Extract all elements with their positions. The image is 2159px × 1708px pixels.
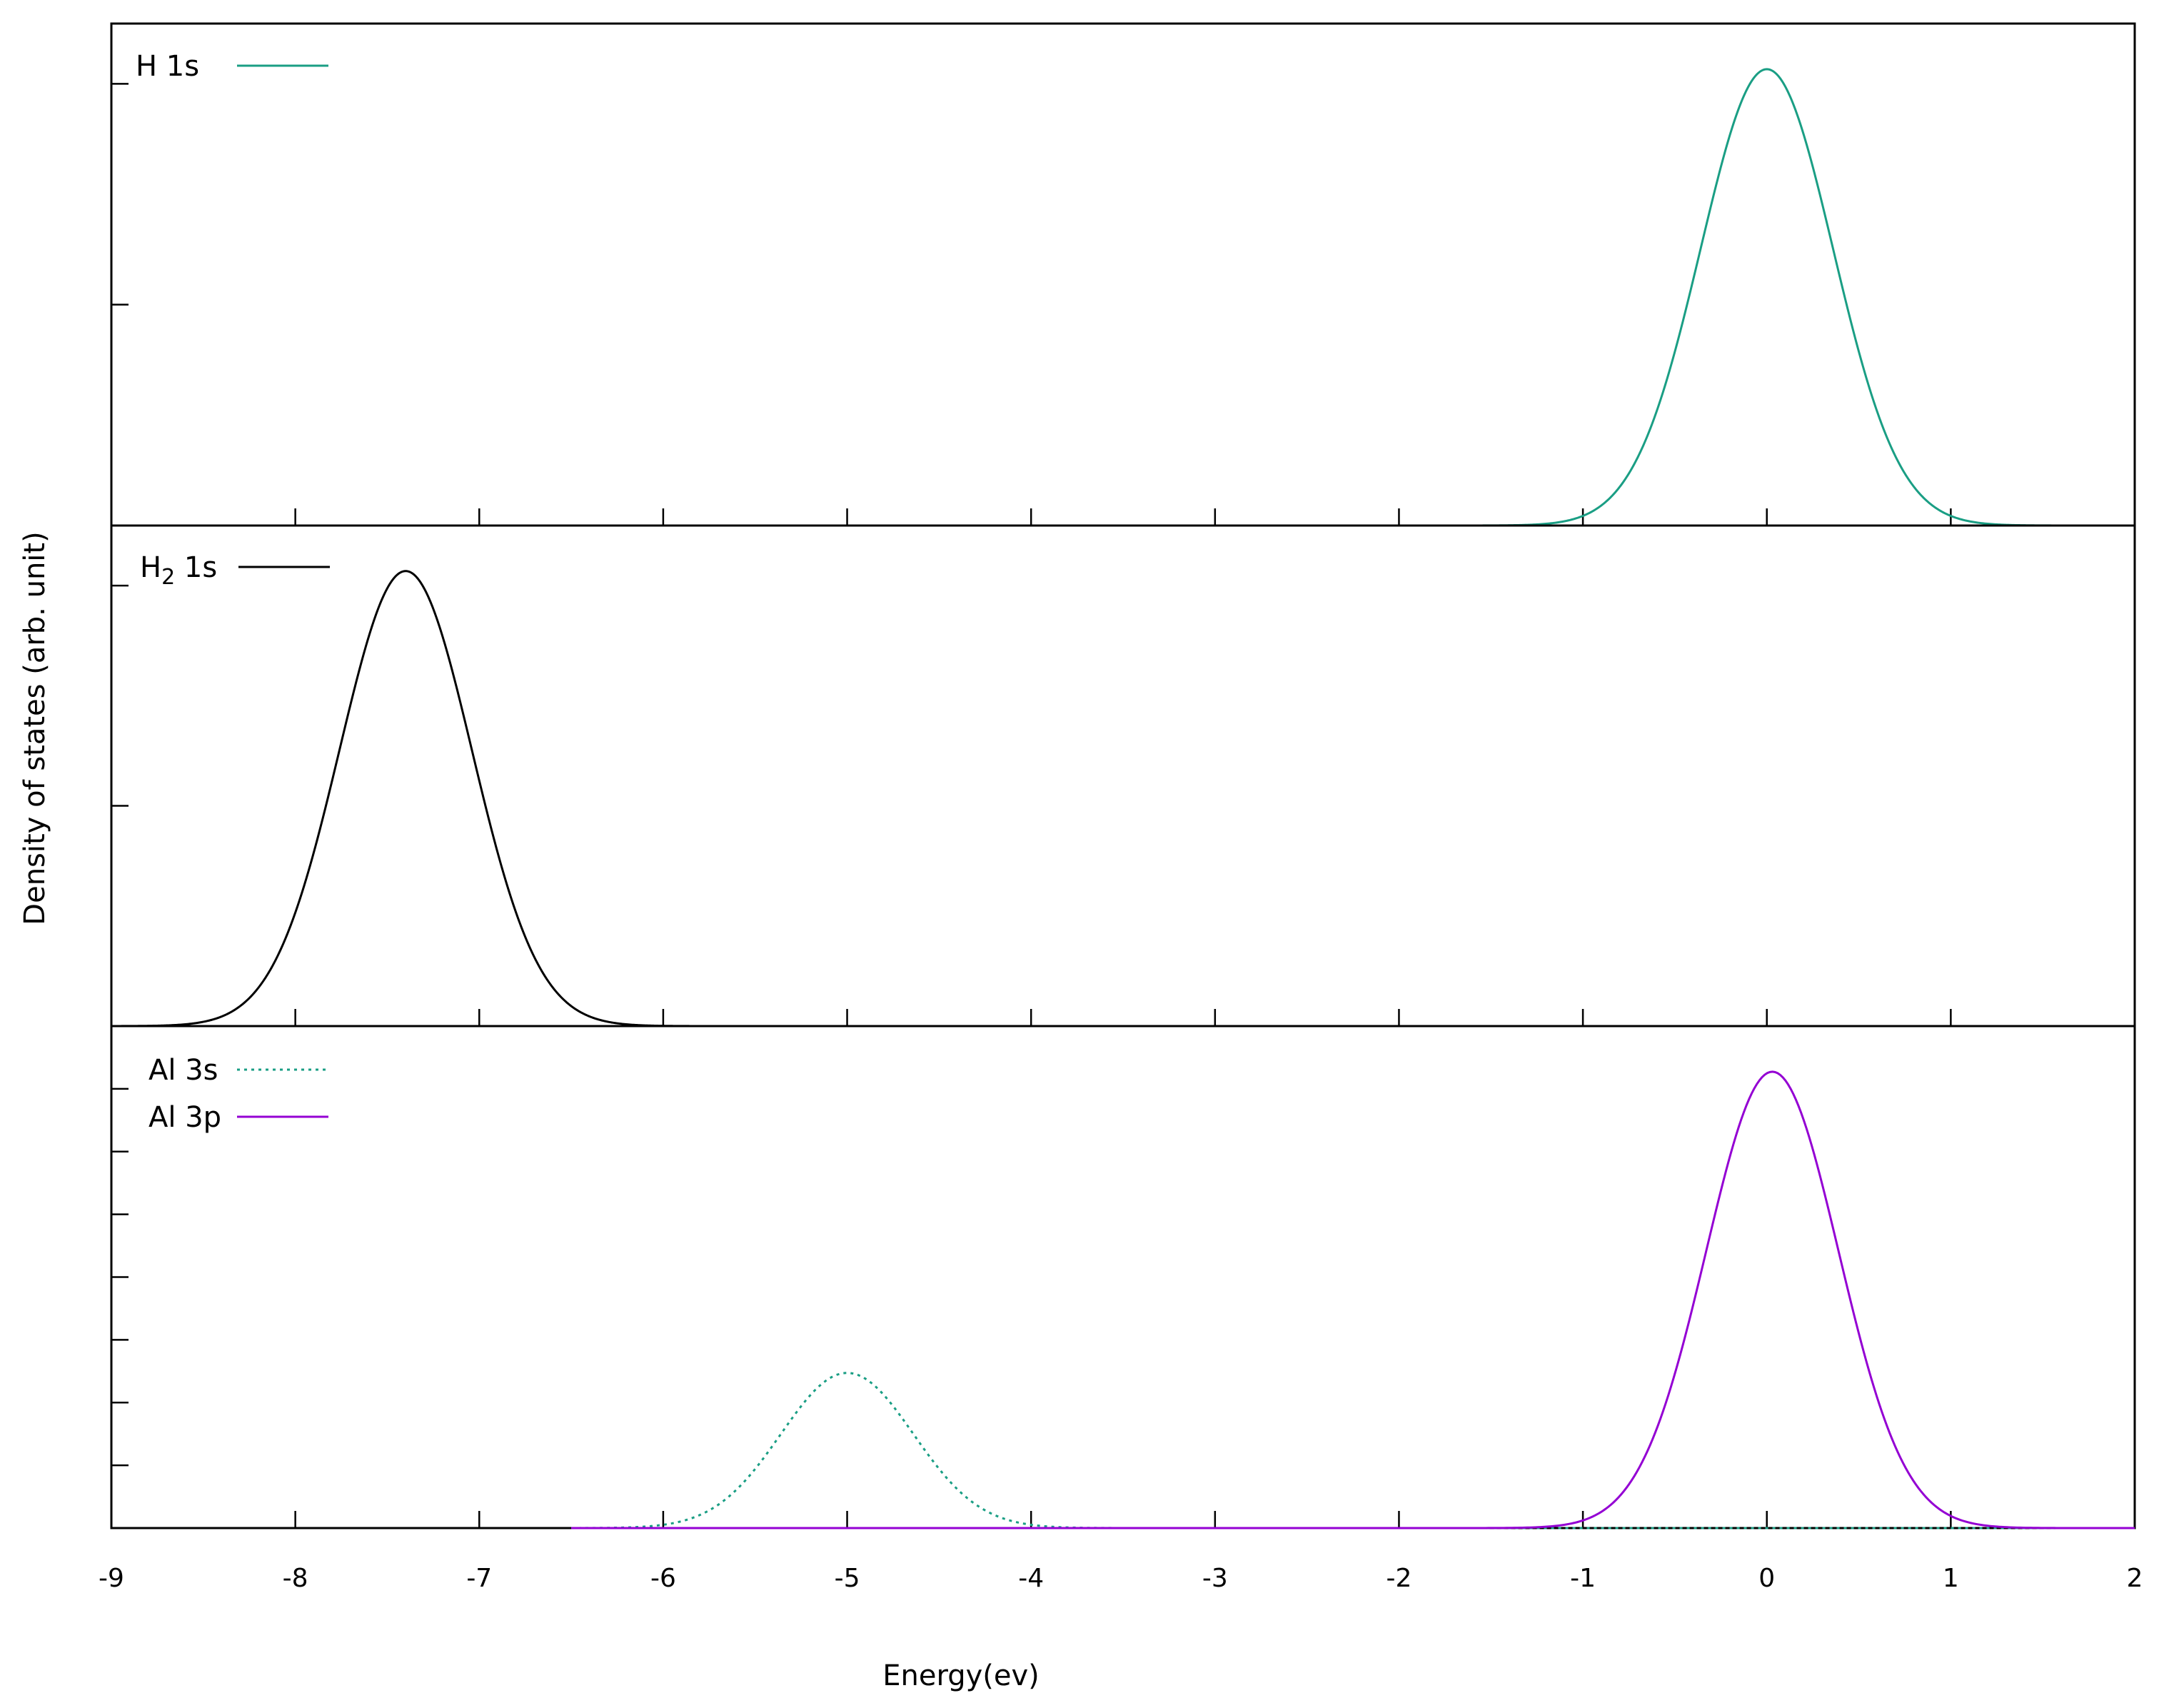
x-tick-label: 2 xyxy=(2127,1564,2143,1593)
y-axis-title: Density of states (arb. unit) xyxy=(19,531,51,925)
x-tick-label: -4 xyxy=(1018,1564,1044,1593)
series-line xyxy=(571,1070,2135,1529)
x-axis-title: Energy(ev) xyxy=(882,1659,1040,1692)
x-tick-label: -9 xyxy=(99,1564,124,1593)
x-tick-label: -6 xyxy=(650,1564,676,1593)
x-tick-label: -8 xyxy=(283,1564,308,1593)
legend-label: Al 3s xyxy=(149,1054,218,1087)
series-line xyxy=(111,570,737,1028)
x-tick-label: 1 xyxy=(1943,1564,1959,1593)
x-tick-label: -7 xyxy=(466,1564,492,1593)
x-tick-label: -2 xyxy=(1387,1564,1412,1593)
legend-label: Al 3p xyxy=(149,1101,221,1134)
legend-label: H 1s xyxy=(136,50,199,83)
x-tick-label: -5 xyxy=(835,1564,860,1593)
legend-label: H2 1s xyxy=(140,551,217,590)
x-tick-label: 0 xyxy=(1758,1564,1775,1593)
panels: H 1s H2 1s -9 -8 -7 -6 -5 -4 -3 -2 -1 0 1 2 Energy(ev)… xyxy=(99,22,2143,1692)
panel-3: -9 -8 -7 -6 -5 -4 -3 -2 -1 0 1 2 Energy(ev) Al 3s Al 3… xyxy=(99,1025,2143,1692)
series-line xyxy=(1435,68,2098,527)
x-tick-label: -1 xyxy=(1570,1564,1596,1593)
x-tick-label: -3 xyxy=(1202,1564,1228,1593)
